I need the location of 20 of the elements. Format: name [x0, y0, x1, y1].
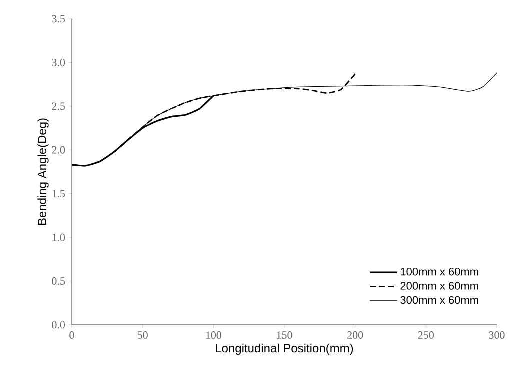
x-tick-label: 150	[277, 332, 292, 339]
y-tick-label: 2.0	[52, 146, 66, 154]
y-tick-label: 2.5	[52, 102, 66, 110]
x-axis-title: Longitudinal Position(mm)	[216, 344, 354, 355]
y-tick-label: 0.0	[52, 321, 66, 329]
legend-label: 100mm x 60mm	[401, 268, 478, 276]
x-tick-label: 250	[418, 332, 434, 339]
x-tick-label: 0	[70, 332, 74, 339]
x-tick-label: 50	[138, 332, 148, 339]
y-tick-label: 0.5	[52, 278, 66, 286]
x-tick-label: 300	[489, 332, 505, 339]
x-tick-label: 200	[348, 332, 364, 339]
y-tick-label: 3.0	[52, 58, 66, 66]
y-axis-title: Bending Angle(Deg)	[38, 118, 49, 226]
y-tick-label: 1.0	[52, 234, 66, 242]
y-tick-label: 1.5	[52, 190, 66, 198]
legend-label: 300mm x 60mm	[400, 296, 478, 304]
y-tick-label: 3.5	[52, 15, 66, 23]
x-tick-label: 100	[206, 332, 222, 339]
legend-label: 200mm x 60mm	[400, 282, 478, 290]
